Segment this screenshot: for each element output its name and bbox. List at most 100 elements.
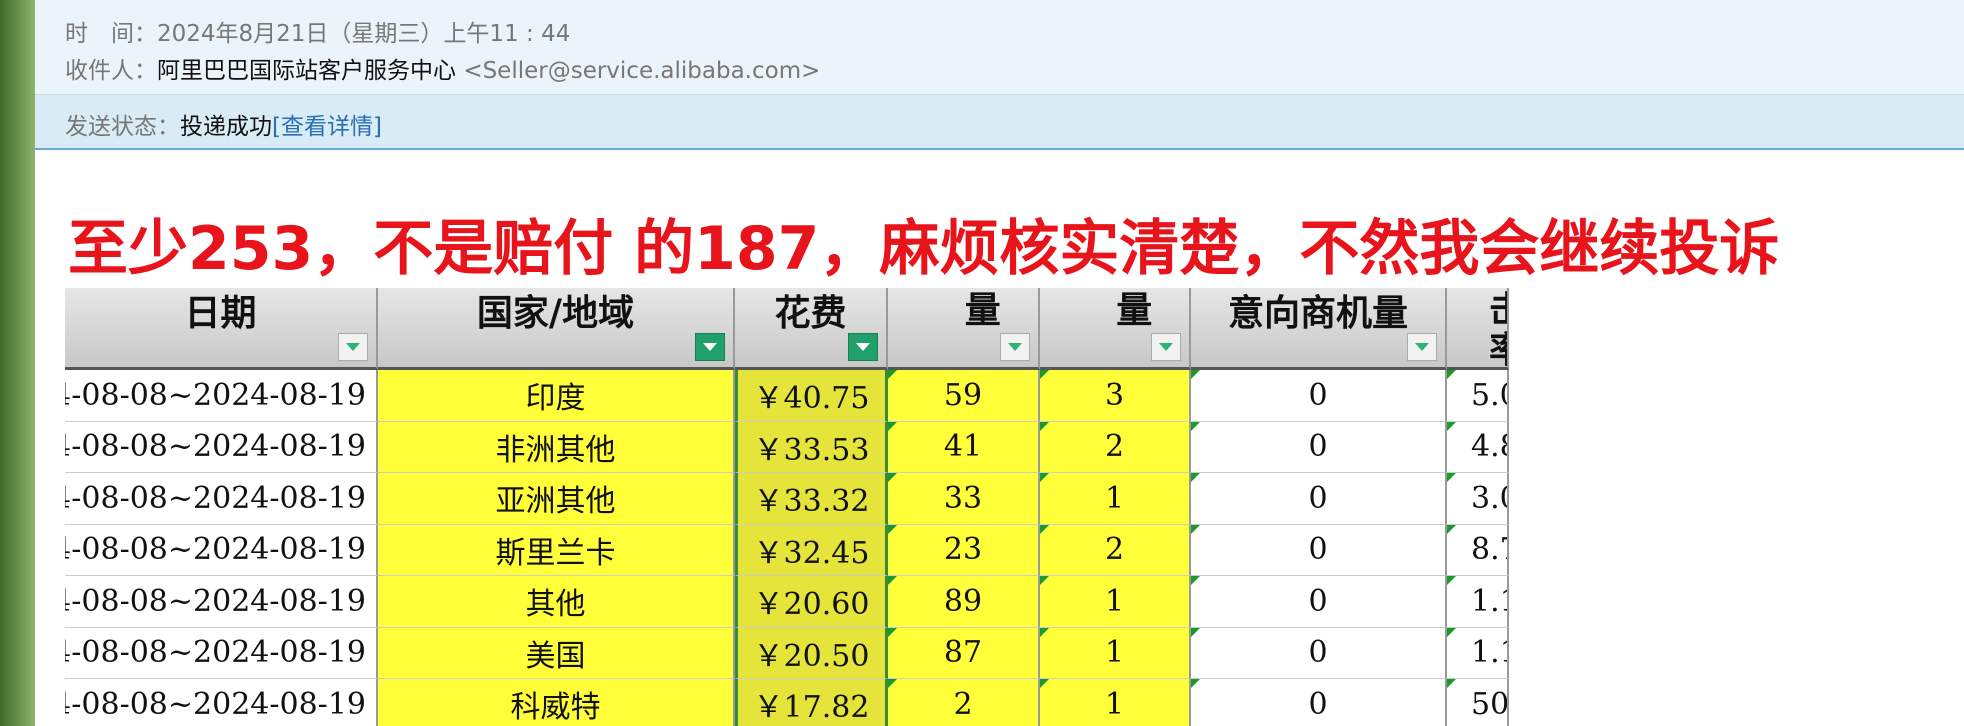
column-header: 浏览量	[888, 288, 1040, 370]
table-cell: 0	[1191, 679, 1447, 726]
cell-marker	[1447, 524, 1456, 534]
cell-text: 2024-08-08~2024-08-19	[65, 583, 366, 619]
label: 收件人：	[65, 58, 157, 84]
time-row: 时 间：2024年8月21日（星期三）上午11 : 44	[65, 14, 570, 48]
filter-button[interactable]	[1000, 333, 1030, 361]
cell-text: 87	[943, 635, 983, 671]
cell-text: 1.1	[1471, 583, 1507, 619]
table-cell: 0	[1191, 473, 1447, 525]
cell-text: 50.	[1471, 686, 1509, 722]
table-cell: ￥33.32	[735, 473, 888, 525]
table-cell: ￥20.60	[735, 576, 888, 628]
cell-marker	[1040, 576, 1049, 585]
cell-text: 2	[1104, 532, 1125, 568]
cell-text: 0	[1308, 429, 1328, 465]
cell-text: 0	[1308, 635, 1328, 671]
column-header: 日期	[65, 288, 378, 370]
table-cell: 1	[1040, 627, 1191, 679]
table-cell: 2	[1040, 524, 1191, 576]
cell-text: 23	[943, 532, 983, 568]
cell-text: 2024-08-08~2024-08-19	[65, 377, 366, 413]
table-cell: 2024-08-08~2024-08-19	[65, 421, 378, 473]
table-cell: 4.8	[1447, 421, 1509, 473]
cell-text: 0	[1308, 480, 1328, 516]
cell-text: 41	[943, 429, 983, 465]
header-text: 日期	[184, 292, 257, 334]
filter-button[interactable]	[1151, 333, 1181, 361]
table-cell: 美国	[378, 627, 735, 679]
cell-marker	[1191, 421, 1200, 431]
table-cell: 5.0	[1447, 370, 1509, 422]
cell-text: 亚洲其他	[495, 484, 616, 520]
table-cell: 23	[888, 524, 1040, 576]
cell-text: 0	[1308, 532, 1328, 568]
cell-text: ￥33.32	[753, 484, 870, 520]
filter-button[interactable]	[848, 333, 878, 361]
cell-marker	[1447, 421, 1456, 431]
cell-marker	[1191, 524, 1200, 534]
column-header: 点击量	[1040, 288, 1191, 370]
cell-marker	[888, 473, 897, 482]
cell-marker	[888, 627, 897, 637]
table: 日期 国家/地域 花费 浏览量 点击量 意向商机量 点击率 2024-08-08~2024-0…	[65, 288, 1509, 726]
header-text: 点击量	[1080, 288, 1153, 331]
filter-button[interactable]	[695, 333, 725, 361]
table-cell: 2024-08-08~2024-08-19	[65, 679, 378, 726]
filter-button[interactable]	[1407, 333, 1437, 361]
cell-text: 59	[943, 377, 983, 413]
header-bg	[35, 0, 1964, 94]
cell-text: 印度	[525, 381, 586, 417]
cell-marker	[1040, 473, 1049, 482]
table-cell: 0	[1191, 421, 1447, 473]
cell-text: 非洲其他	[495, 432, 616, 468]
table-cell: 亚洲其他	[378, 473, 735, 525]
table-cell: 0	[1191, 370, 1447, 422]
cell-text: 1	[1104, 480, 1125, 516]
cell-text: 4.8	[1471, 429, 1507, 465]
cell-marker	[1040, 524, 1049, 534]
cell-text: 1	[1104, 635, 1125, 671]
table-cell: 2	[888, 679, 1040, 726]
cell-text: ￥20.50	[753, 638, 870, 674]
column-header: 意向商机量	[1191, 288, 1447, 370]
header-text: 浏览量	[929, 288, 1001, 331]
table-cell: 2024-08-08~2024-08-19	[65, 627, 378, 679]
cell-text: 89	[943, 583, 983, 619]
header-text: 国家/地域	[476, 292, 635, 334]
table-cell: 0	[1191, 627, 1447, 679]
table-cell: 3	[1040, 370, 1191, 422]
cell-marker	[888, 370, 897, 379]
filter-button[interactable]	[338, 333, 368, 361]
table-cell: 87	[888, 627, 1040, 679]
cell-marker	[888, 524, 897, 534]
note: 至少253，不是赔付 的187，麻烦核实清楚，不然我会继续投诉	[68, 214, 1780, 284]
to-name: 阿里巴巴国际站客户服务中心	[157, 58, 456, 84]
table-cell: 8.7	[1447, 524, 1509, 576]
cell-text: 1.1	[1471, 635, 1507, 671]
to-row: 收件人：阿里巴巴国际站客户服务中心 <Seller@service.alibab…	[65, 51, 820, 85]
time: 2024年8月21日（星期三）上午11 : 44	[157, 21, 571, 47]
table-cell: 2024-08-08~2024-08-19	[65, 370, 378, 422]
cell-text: 33	[943, 480, 983, 516]
cell-text: 斯里兰卡	[495, 535, 616, 571]
cell-text: 5.0	[1471, 377, 1507, 413]
column-header: 点击率	[1447, 288, 1509, 370]
cell-text: 2	[953, 686, 973, 722]
cell-marker	[1447, 370, 1456, 379]
cell-marker	[1040, 370, 1049, 379]
table-cell: 0	[1191, 576, 1447, 628]
status-bg	[35, 94, 1964, 150]
table-cell: 科威特	[378, 679, 735, 726]
label: 发送状态：	[65, 114, 180, 140]
cell-text: 8.7	[1471, 532, 1507, 568]
details-link[interactable]: [查看详情]	[272, 114, 382, 140]
table-cell: 非洲其他	[378, 421, 735, 473]
table-cell: 1	[1040, 576, 1191, 628]
table-cell: 印度	[378, 370, 735, 422]
table-cell: 2024-08-08~2024-08-19	[65, 576, 378, 628]
cell-text: 0	[1308, 686, 1328, 722]
cell-text: 2024-08-08~2024-08-19	[65, 429, 366, 465]
header-text: 花费	[774, 292, 847, 334]
cell-text: 1	[1104, 686, 1125, 722]
